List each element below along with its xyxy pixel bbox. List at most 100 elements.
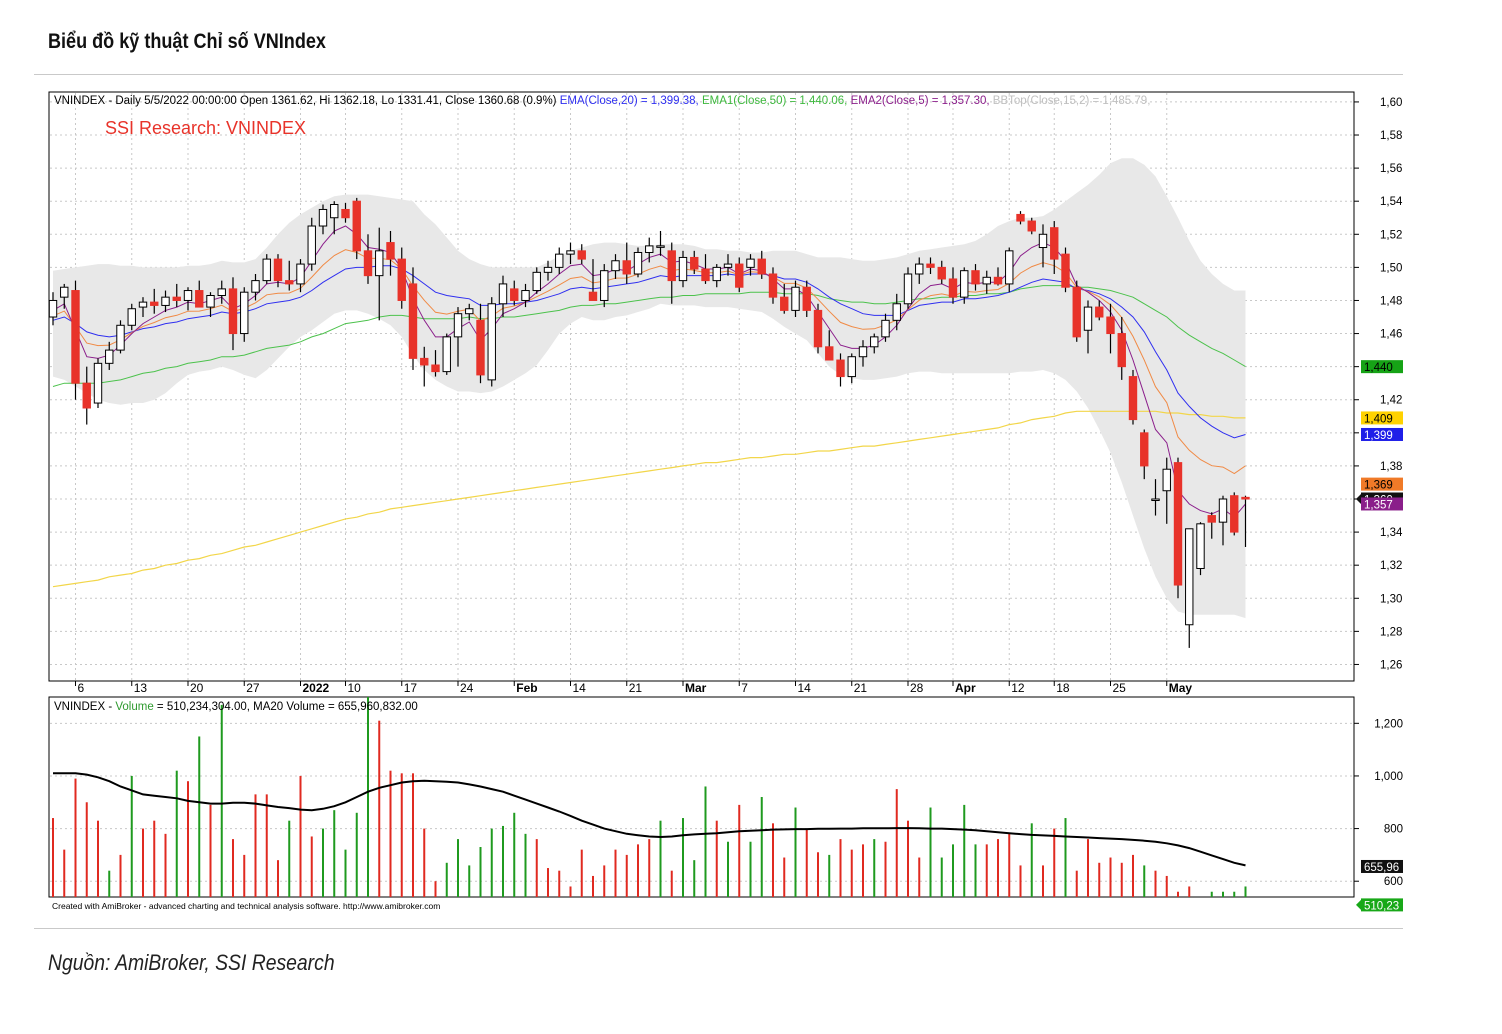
volume-bar bbox=[344, 849, 347, 897]
volume-bar bbox=[873, 839, 876, 897]
volume-bar bbox=[839, 839, 842, 897]
candle-body bbox=[1038, 233, 1048, 249]
volume-bar bbox=[1177, 891, 1179, 897]
price-x-label: 20 bbox=[190, 681, 204, 695]
price-x-label: 28 bbox=[910, 681, 924, 695]
price-y-label: 1,46 bbox=[1380, 329, 1402, 341]
price-y-label: 1,50 bbox=[1380, 262, 1402, 274]
candle-body bbox=[172, 296, 181, 301]
volume-bar bbox=[794, 807, 797, 897]
candle-body bbox=[161, 296, 170, 306]
volume-bar bbox=[243, 854, 246, 897]
volume-bar bbox=[693, 860, 696, 897]
candle-body bbox=[465, 308, 474, 315]
volume-bar bbox=[389, 770, 392, 897]
candle-body bbox=[836, 359, 845, 378]
candle-body bbox=[791, 286, 800, 311]
volume-bar bbox=[108, 870, 111, 897]
candle-body bbox=[273, 258, 283, 282]
volume-bar bbox=[232, 839, 234, 897]
candle-body bbox=[363, 250, 373, 277]
volume-bar bbox=[918, 857, 921, 897]
candle-body bbox=[1230, 495, 1239, 533]
volume-bar bbox=[1165, 875, 1168, 897]
volume-bar bbox=[884, 841, 887, 897]
volume-bar bbox=[378, 720, 381, 897]
bollinger-band bbox=[53, 158, 1246, 619]
price-value-label-box bbox=[1361, 427, 1403, 441]
volume-bar bbox=[52, 818, 54, 897]
candle-body bbox=[1173, 462, 1183, 586]
volume-value-label-pointer bbox=[1356, 898, 1362, 911]
volume-bar bbox=[535, 839, 538, 897]
candle-body bbox=[183, 290, 193, 301]
candle-body bbox=[307, 225, 316, 265]
volume-bar bbox=[603, 865, 606, 897]
price-y-label: 1,32 bbox=[1380, 560, 1402, 572]
volume-bar bbox=[367, 697, 369, 897]
price-y-label: 1,34 bbox=[1380, 527, 1403, 539]
volume-value-labels: 655,96 510,23 bbox=[1356, 859, 1403, 912]
volume-bar bbox=[1222, 891, 1224, 897]
candle-body bbox=[138, 301, 148, 308]
candle-body bbox=[656, 245, 665, 248]
candle-body bbox=[870, 336, 879, 348]
volume-header-symbol: VNINDEX bbox=[54, 701, 105, 713]
volume-bar bbox=[198, 736, 201, 897]
candle-body bbox=[566, 250, 575, 255]
volume-bar bbox=[175, 770, 178, 897]
price-y-label: 1,52 bbox=[1380, 229, 1402, 241]
volume-bar bbox=[1154, 870, 1157, 897]
volume-bar bbox=[625, 854, 628, 897]
price-value-label-box bbox=[1361, 411, 1403, 425]
price-x-label: Apr bbox=[955, 681, 976, 695]
volume-bar bbox=[895, 789, 898, 897]
volume-y-label: 800 bbox=[1384, 824, 1403, 836]
price-y-label: 1,60 bbox=[1380, 97, 1402, 109]
volume-bars bbox=[52, 697, 1247, 897]
candle-body bbox=[1140, 432, 1149, 467]
candle-body bbox=[352, 200, 361, 252]
volume-grid bbox=[50, 722, 1353, 882]
candle-body bbox=[521, 290, 530, 301]
candle-body bbox=[611, 260, 620, 272]
volume-bar bbox=[502, 825, 504, 897]
price-y-label: 1,38 bbox=[1380, 461, 1402, 473]
volume-bar bbox=[400, 773, 403, 897]
price-y-axis: 1,261,281,301,321,341,361,381,401,421,44… bbox=[1354, 97, 1403, 671]
candle-body bbox=[48, 299, 58, 318]
candle-body bbox=[600, 270, 609, 301]
volume-value-label-text: 510,23 bbox=[1364, 900, 1399, 912]
volume-bar bbox=[940, 857, 943, 897]
candle-body bbox=[150, 301, 159, 306]
candle-body bbox=[296, 263, 305, 285]
candle-body bbox=[453, 313, 463, 338]
volume-bar bbox=[468, 865, 471, 897]
candle-body bbox=[1196, 523, 1205, 569]
price-value-label-text: 1,357 bbox=[1364, 499, 1393, 511]
volume-bar bbox=[637, 844, 639, 897]
volume-bar bbox=[670, 870, 673, 897]
volume-bar bbox=[738, 804, 741, 897]
price-y-label: 1,58 bbox=[1380, 130, 1402, 142]
candle-body bbox=[1117, 333, 1126, 368]
volume-bar bbox=[1098, 862, 1101, 897]
bottom-divider bbox=[34, 928, 1403, 929]
volume-bar bbox=[817, 852, 819, 897]
volume-bar bbox=[952, 844, 954, 897]
volume-bar bbox=[547, 868, 549, 897]
candle-body bbox=[217, 288, 226, 297]
volume-y-label: 1,200 bbox=[1374, 718, 1403, 730]
candle-body bbox=[780, 296, 789, 311]
candle-body bbox=[318, 208, 328, 227]
candle-body bbox=[937, 266, 946, 280]
candle-body bbox=[588, 291, 598, 301]
volume-bar bbox=[1120, 862, 1123, 897]
candle-body bbox=[262, 258, 271, 282]
candle-body bbox=[1106, 316, 1115, 335]
volume-bar bbox=[929, 807, 932, 897]
volume-bar bbox=[997, 839, 999, 897]
price-value-label-text: 1,399 bbox=[1364, 430, 1393, 442]
volume-bar bbox=[1064, 818, 1067, 897]
volume-bar bbox=[490, 828, 493, 897]
